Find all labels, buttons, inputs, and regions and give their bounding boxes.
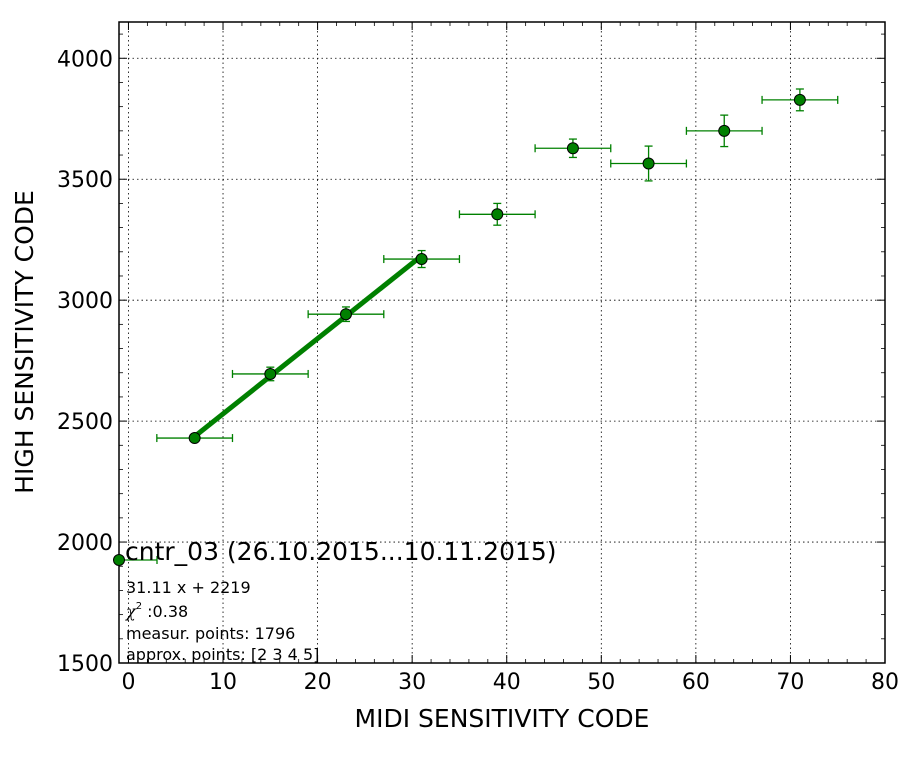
plot-frame xyxy=(118,21,886,664)
x-tick-label: 80 xyxy=(871,670,899,695)
data-point xyxy=(718,124,731,137)
y-tick-label: 1500 xyxy=(57,652,113,677)
minor-ticks xyxy=(119,22,885,663)
x-tick-label: 60 xyxy=(682,670,710,695)
data-point xyxy=(415,253,428,266)
legend: cntr_03 (26.10.2015...10.11.2015) 31.11 … xyxy=(113,537,557,664)
y-tick-label: 4000 xyxy=(57,47,113,72)
x-axis-label: MIDI SENSITIVITY CODE xyxy=(355,704,650,733)
data-point xyxy=(339,308,352,321)
data-point xyxy=(491,208,504,221)
data-point xyxy=(264,367,277,380)
grid xyxy=(119,22,886,664)
legend-marker xyxy=(113,554,158,566)
chi2-symbol: χ xyxy=(125,602,137,621)
legend-chi2: χ2 :0.38 xyxy=(125,601,188,621)
chi2-exponent: 2 xyxy=(136,601,142,612)
x-tick-labels: 0 10 20 30 40 50 60 70 80 xyxy=(121,670,899,695)
y-tick-label: 3000 xyxy=(57,289,113,314)
x-tick-label: 70 xyxy=(776,670,804,695)
legend-measur-points: measur. points: 1796 xyxy=(126,624,295,643)
x-tick-label: 50 xyxy=(587,670,615,695)
errorbars xyxy=(156,88,839,443)
y-tick-label: 3500 xyxy=(57,168,113,193)
x-tick-label: 0 xyxy=(121,670,135,695)
fit-layer xyxy=(193,253,424,439)
data-point xyxy=(642,157,655,170)
fit-line xyxy=(193,253,424,439)
legend-title: cntr_03 (26.10.2015...10.11.2015) xyxy=(125,537,557,566)
legend-formula: 31.11 x + 2219 xyxy=(126,578,251,597)
y-tick-label: 2000 xyxy=(57,531,113,556)
y-tick-label: 2500 xyxy=(57,410,113,435)
y-tick-labels: 1500 2000 2500 3000 3500 4000 xyxy=(57,47,113,677)
legend-point xyxy=(113,554,125,566)
data-point xyxy=(188,432,201,445)
x-tick-label: 10 xyxy=(209,670,237,695)
legend-approx-points: approx. points: [2 3 4 5] xyxy=(126,645,319,664)
x-tick-label: 30 xyxy=(398,670,426,695)
x-tick-label: 40 xyxy=(493,670,521,695)
data-point xyxy=(566,142,579,155)
points xyxy=(188,93,806,445)
x-tick-label: 20 xyxy=(304,670,332,695)
y-axis-label: HIGH SENSITIVITY CODE xyxy=(10,190,39,494)
chi2-value: :0.38 xyxy=(142,602,188,621)
data-point xyxy=(793,93,806,106)
